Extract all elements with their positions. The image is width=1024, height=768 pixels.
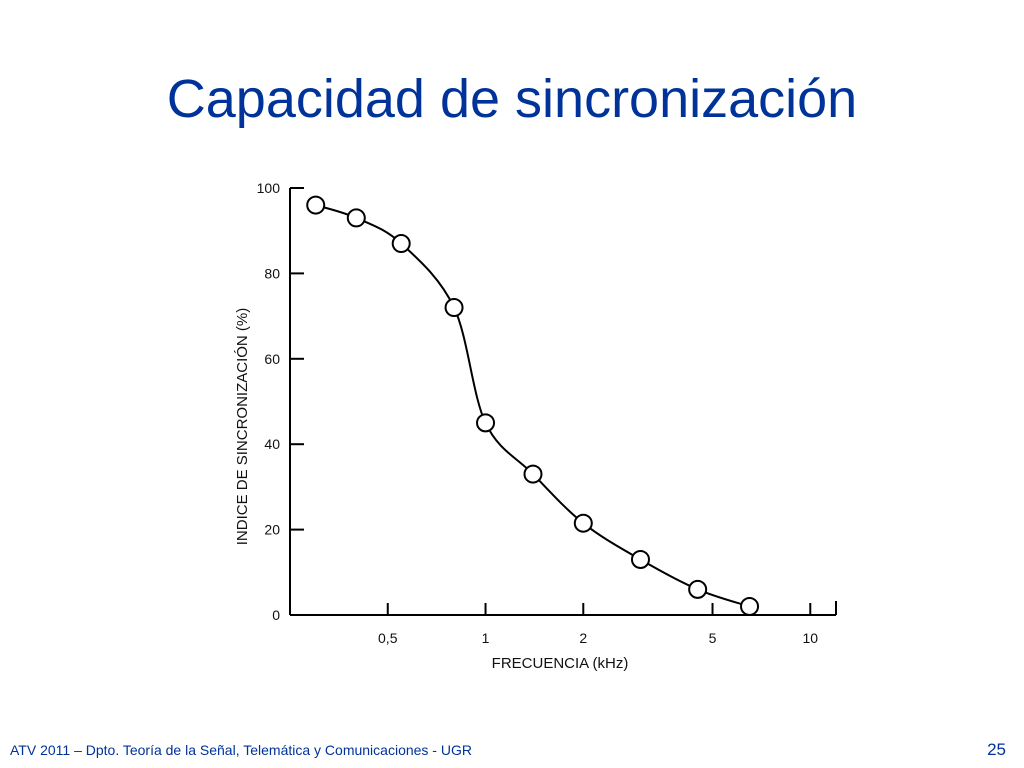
data-point [391,234,411,254]
y-tick-label: 100 [257,180,281,196]
x-axis-ticks: 0,5 1 2 5 10 [378,603,818,646]
y-tick-label: 0 [272,607,280,623]
y-tick-label: 60 [264,351,280,367]
y-tick-label: 20 [264,522,280,538]
data-point [688,579,708,599]
data-point [523,464,543,484]
y-axis-ticks: 0 20 40 60 80 100 [257,180,304,623]
slide-title: Capacidad de sincronización [166,69,858,129]
x-tick-label: 1 [482,630,490,646]
y-tick-label: 80 [264,265,280,281]
y-tick-label: 40 [264,436,280,452]
x-tick-label: 10 [802,630,818,646]
x-tick-label: 0,5 [378,630,398,646]
data-point [573,513,593,533]
y-axis-title: INDICE DE SINCRONIZACIÓN (%) [234,308,251,546]
x-tick-label: 2 [579,630,587,646]
footer-text: ATV 2011 – Dpto. Teoría de la Señal, Tel… [10,742,472,758]
data-point [630,549,650,569]
data-point [740,596,760,616]
data-points [306,195,760,616]
data-point [346,208,366,228]
chart-axes [289,188,837,616]
page-number: 25 [987,740,1006,759]
series-line [315,204,750,608]
x-tick-label: 5 [709,630,717,646]
data-point [306,195,326,215]
x-axis-title: FRECUENCIA (kHz) [492,655,629,672]
data-point [476,413,496,433]
data-point [444,298,464,318]
